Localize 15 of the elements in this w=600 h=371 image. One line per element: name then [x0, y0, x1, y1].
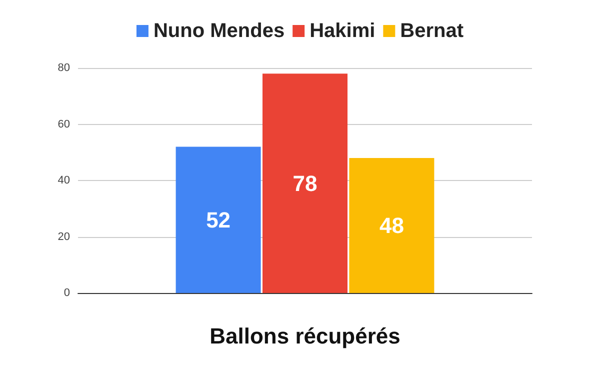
legend-label: Hakimi: [310, 20, 376, 42]
bar: [349, 158, 434, 293]
y-tick-label: 40: [58, 174, 70, 186]
data-label: 48: [379, 213, 404, 238]
legend-label: Nuno Mendes: [153, 20, 285, 42]
y-tick-label: 60: [58, 118, 70, 130]
data-label: 78: [292, 170, 318, 196]
legend-label: Bernat: [400, 20, 464, 42]
bar: [262, 74, 348, 293]
bar: [176, 146, 261, 293]
y-tick-label: 0: [64, 287, 70, 299]
x-axis-title: Ballons récupérés: [210, 324, 400, 348]
y-tick-label: 80: [58, 62, 70, 74]
y-tick-label: 20: [58, 230, 70, 243]
data-label: 52: [206, 207, 231, 232]
